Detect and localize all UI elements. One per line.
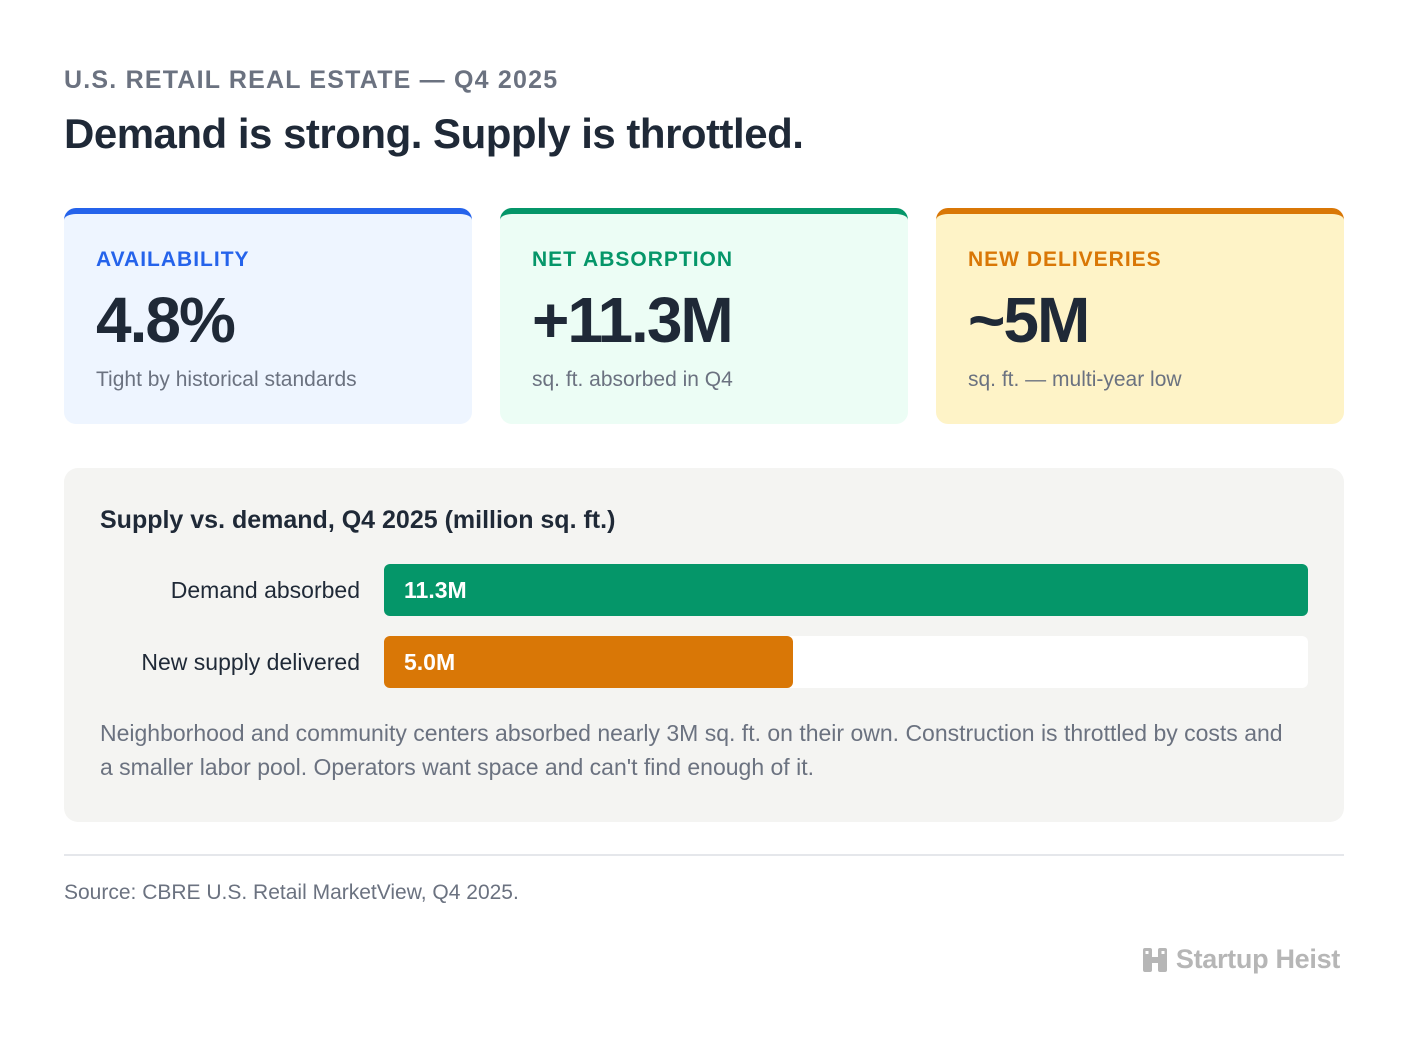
card-value: ~5M bbox=[968, 284, 1090, 356]
bar: 5.0M bbox=[384, 636, 793, 688]
card-subtitle: sq. ft. — multi-year low bbox=[968, 368, 1182, 391]
card-value: +11.3M bbox=[532, 284, 734, 356]
stat-card-net-absorption: NET ABSORPTION +11.3M sq. ft. absorbed i… bbox=[500, 208, 908, 424]
brand: Startup Heist bbox=[1142, 944, 1340, 975]
card-subtitle: Tight by historical standards bbox=[96, 368, 357, 391]
bar-category-label: Demand absorbed bbox=[170, 577, 360, 603]
bar-category-label: New supply delivered bbox=[141, 649, 360, 675]
stat-cards: AVAILABILITY 4.8% Tight by historical st… bbox=[64, 208, 1344, 424]
stat-card-new-deliveries: NEW DELIVERIES ~5M sq. ft. — multi-year … bbox=[936, 208, 1344, 424]
card-label: AVAILABILITY bbox=[96, 248, 250, 271]
chart-title: Supply vs. demand, Q4 2025 (million sq. … bbox=[100, 506, 616, 534]
source-note: Source: CBRE U.S. Retail MarketView, Q4 … bbox=[64, 881, 519, 904]
divider bbox=[64, 854, 1344, 856]
bar-row: New supply delivered 5.0M bbox=[64, 636, 1344, 688]
bar-value-label: 11.3M bbox=[404, 577, 467, 603]
card-label: NEW DELIVERIES bbox=[968, 248, 1162, 271]
building-icon bbox=[1142, 946, 1168, 974]
bar-track: 5.0M bbox=[384, 636, 1308, 688]
page-title: Demand is strong. Supply is throttled. bbox=[64, 110, 804, 157]
card-value: 4.8% bbox=[96, 284, 236, 356]
card-label: NET ABSORPTION bbox=[532, 248, 734, 271]
chart-note: Neighborhood and community centers absor… bbox=[100, 720, 1283, 780]
bar-row: Demand absorbed 11.3M bbox=[64, 564, 1344, 616]
eyebrow: U.S. RETAIL REAL ESTATE — Q4 2025 bbox=[64, 66, 559, 94]
bar-track: 11.3M bbox=[384, 564, 1308, 616]
chart-panel: Supply vs. demand, Q4 2025 (million sq. … bbox=[64, 468, 1344, 822]
bar: 11.3M bbox=[384, 564, 1308, 616]
brand-name: Startup Heist bbox=[1175, 944, 1340, 974]
stat-card-availability: AVAILABILITY 4.8% Tight by historical st… bbox=[64, 208, 472, 424]
card-subtitle: sq. ft. absorbed in Q4 bbox=[532, 368, 733, 391]
bar-value-label: 5.0M bbox=[404, 649, 456, 675]
